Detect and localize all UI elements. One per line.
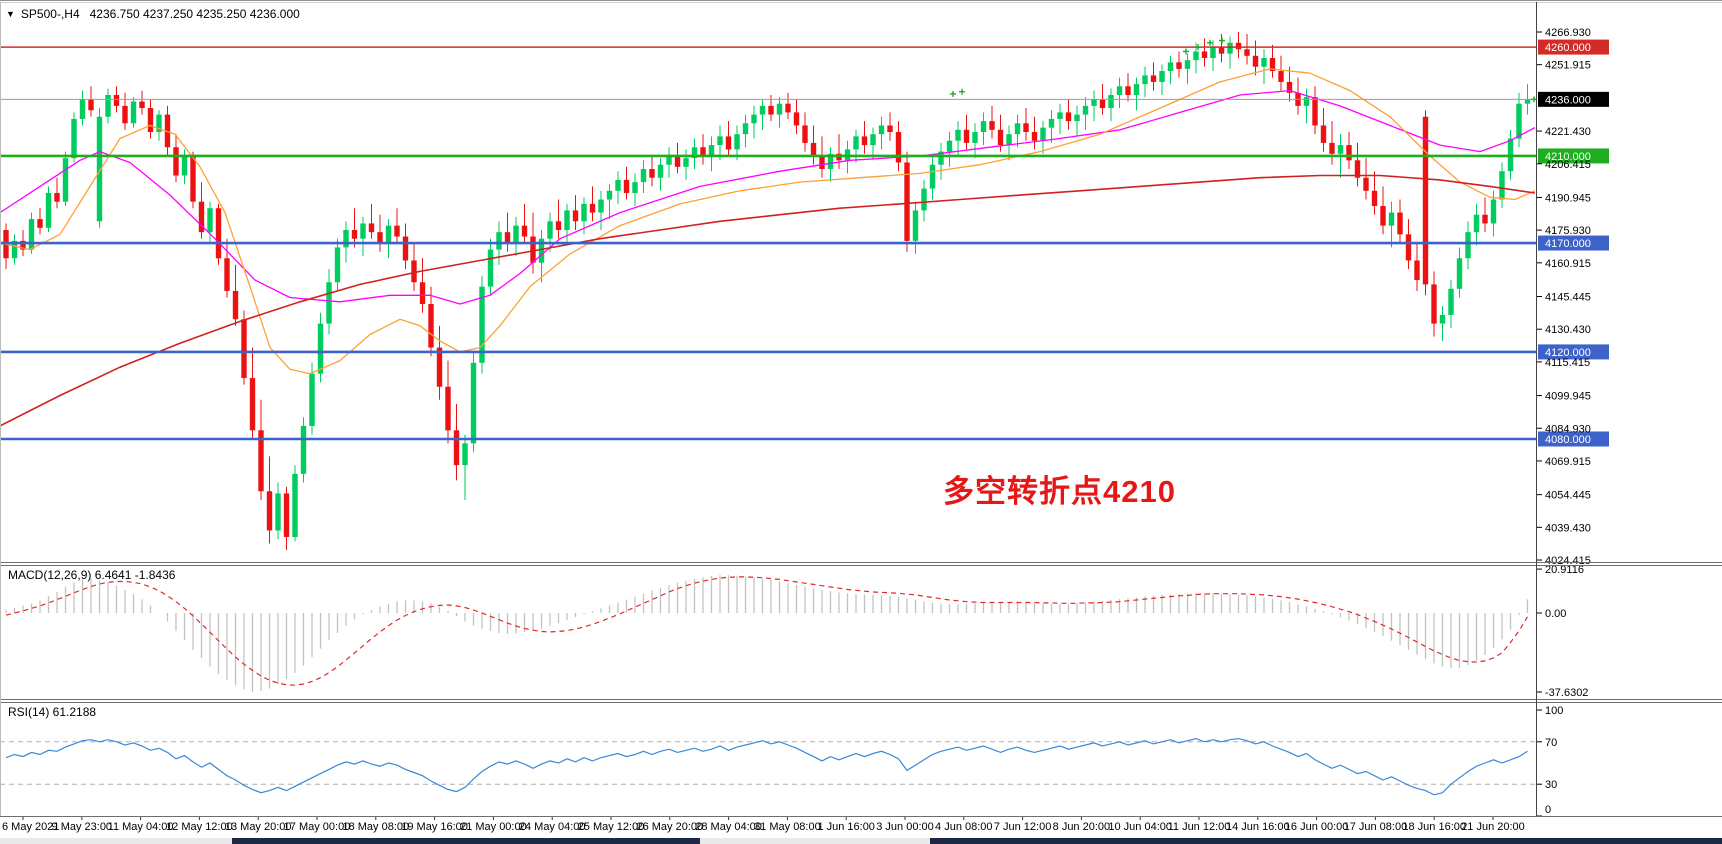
svg-text:18 May 08:00: 18 May 08:00 [342, 821, 409, 833]
macd-signal-line [5, 576, 1529, 686]
svg-text:14 Jun 16:00: 14 Jun 16:00 [1226, 821, 1290, 833]
svg-text:70: 70 [1545, 737, 1557, 749]
price-badge-4260.000 [1538, 39, 1609, 55]
svg-text:4251.915: 4251.915 [1545, 60, 1591, 72]
price-badge-4210.000 [1538, 148, 1609, 164]
fractal-icon [1183, 48, 1189, 55]
svg-text:1 Jun 16:00: 1 Jun 16:00 [817, 821, 875, 833]
svg-text:4145.445: 4145.445 [1545, 292, 1591, 304]
svg-text:-37.6302: -37.6302 [1545, 687, 1588, 699]
svg-text:4069.915: 4069.915 [1545, 456, 1591, 468]
panel-borders [0, 2, 1722, 817]
svg-text:4084.930: 4084.930 [1545, 423, 1591, 435]
svg-text:18 Jun 16:00: 18 Jun 16:00 [1402, 821, 1466, 833]
svg-text:6 May 2021: 6 May 2021 [2, 821, 59, 833]
price-axis: 4260.000 4236.000 4210.000 4170.000 4120.000… [1537, 27, 1609, 567]
svg-text:4175.930: 4175.930 [1545, 225, 1591, 237]
svg-text:21 May 00:00: 21 May 00:00 [460, 821, 527, 833]
window-top-edge [0, 0, 1722, 1]
macd-indicator-label: MACD(12,26,9) 6.4641 -1.8436 [8, 568, 176, 582]
bottom-scrollbar-segment[interactable] [930, 838, 1722, 844]
bottom-scrollbar[interactable] [0, 838, 1722, 844]
rsi-line [5, 737, 1528, 796]
svg-text:4190.945: 4190.945 [1545, 192, 1591, 204]
symbol-info: ▼ SP500-,H4 4236.750 4237.250 4235.250 423… [6, 7, 300, 21]
macd-panel: 20.9116 0.00 -37.6302 [5, 564, 1588, 699]
symbol-timeframe-label: SP500-,H4 [20, 7, 80, 21]
price-badge-4170.000 [1538, 235, 1609, 251]
svg-text:26 May 20:00: 26 May 20:00 [636, 821, 703, 833]
svg-text:30: 30 [1545, 779, 1557, 791]
bottom-scrollbar-segment[interactable] [232, 838, 700, 844]
svg-text:3 Jun 00:00: 3 Jun 00:00 [876, 821, 934, 833]
svg-text:17 Jun 08:00: 17 Jun 08:00 [1344, 821, 1408, 833]
svg-text:100: 100 [1545, 705, 1563, 717]
symbol-ohlc-values: 4236.750 4237.250 4235.250 4236.000 [89, 7, 300, 21]
svg-text:4130.430: 4130.430 [1545, 324, 1591, 336]
svg-text:4260.000: 4260.000 [1545, 42, 1591, 54]
svg-text:12 May 12:00: 12 May 12:00 [166, 821, 233, 833]
svg-text:4099.945: 4099.945 [1545, 391, 1591, 403]
svg-text:8 Jun 20:00: 8 Jun 20:00 [1053, 821, 1111, 833]
svg-text:13 May 20:00: 13 May 20:00 [225, 821, 292, 833]
annotation-text: 多空转折点4210 [943, 474, 1176, 509]
svg-text:4054.445: 4054.445 [1545, 490, 1591, 502]
svg-text:4 Jun 08:00: 4 Jun 08:00 [935, 821, 993, 833]
ma-magenta [0, 89, 1536, 305]
svg-text:4170.000: 4170.000 [1545, 238, 1591, 250]
candles [3, 31, 1531, 551]
svg-text:4080.000: 4080.000 [1545, 434, 1591, 446]
svg-text:28 May 04:00: 28 May 04:00 [695, 821, 762, 833]
svg-text:21 Jun 20:00: 21 Jun 20:00 [1461, 821, 1525, 833]
svg-text:4266.930: 4266.930 [1545, 27, 1591, 39]
svg-text:11 May 04:00: 11 May 04:00 [108, 821, 174, 833]
svg-text:31 May 08:00: 31 May 08:00 [754, 821, 821, 833]
svg-text:20.9116: 20.9116 [1545, 564, 1584, 576]
svg-text:10 Jun 04:00: 10 Jun 04:00 [1108, 821, 1172, 833]
price-badge-4120.000 [1538, 344, 1609, 360]
price-badge-4080.000 [1538, 431, 1609, 447]
fractal-icon [1207, 39, 1213, 46]
svg-text:4221.430: 4221.430 [1545, 126, 1591, 138]
svg-text:25 May 12:00: 25 May 12:00 [578, 821, 645, 833]
svg-text:9 May 23:00: 9 May 23:00 [52, 821, 113, 833]
ma-red [0, 174, 1536, 427]
svg-text:4120.000: 4120.000 [1545, 347, 1591, 359]
svg-text:4210.000: 4210.000 [1545, 151, 1591, 163]
svg-text:4115.415: 4115.415 [1545, 357, 1590, 369]
svg-text:0.00: 0.00 [1545, 608, 1566, 620]
ma-orange [0, 68, 1536, 375]
svg-text:0: 0 [1545, 804, 1551, 816]
fractal-icon [1219, 37, 1225, 44]
svg-text:4236.000: 4236.000 [1545, 94, 1591, 106]
svg-text:17 May 00:00: 17 May 00:00 [284, 821, 351, 833]
svg-text:4160.915: 4160.915 [1545, 258, 1591, 270]
fractal-icon [959, 88, 965, 95]
svg-text:24 May 04:00: 24 May 04:00 [519, 821, 586, 833]
svg-text:4039.430: 4039.430 [1545, 522, 1591, 534]
rsi-indicator-label: RSI(14) 61.2188 [8, 705, 97, 719]
svg-text:7 Jun 12:00: 7 Jun 12:00 [994, 821, 1052, 833]
fractal-icon [1195, 44, 1201, 51]
window-top-edge-highlight [0, 2, 1722, 3]
svg-text:19 May 16:00: 19 May 16:00 [401, 821, 468, 833]
fractal-icon [950, 90, 956, 97]
svg-text:16 Jun 00:00: 16 Jun 00:00 [1285, 821, 1349, 833]
price-badge-4236.000 [1538, 91, 1609, 107]
svg-text:11 Jun 12:00: 11 Jun 12:00 [1168, 821, 1231, 833]
symbol-dropdown-icon[interactable]: ▼ [6, 9, 15, 19]
svg-text:4024.415: 4024.415 [1545, 555, 1591, 567]
svg-text:4206.415: 4206.415 [1545, 159, 1591, 171]
rsi-panel: 100 70 30 0 [0, 705, 1563, 817]
